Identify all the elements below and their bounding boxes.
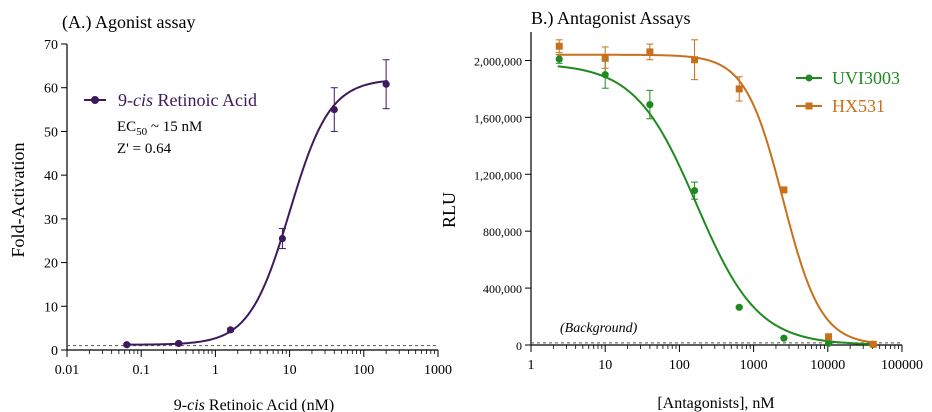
data-point: [382, 80, 390, 88]
y-tick-label: 20: [44, 257, 58, 272]
y-tick-label: 0: [51, 344, 58, 359]
y-tick-label: 50: [44, 125, 58, 140]
y-tick-label: 800,000: [483, 225, 522, 239]
panel-b-legend: UVI3003 HX531: [796, 68, 900, 116]
legend-label-agonist: 9-cis Retinoic Acid: [118, 90, 257, 110]
y-tick-label: 1,200,000: [474, 168, 522, 182]
data-point: [601, 54, 609, 62]
data-point: [175, 339, 183, 348]
x-tick-label: 0.01: [55, 363, 80, 378]
y-tick-label: 400,000: [483, 282, 522, 296]
x-tick-label: 1000: [424, 363, 452, 378]
fit-curve-1: [557, 53, 875, 344]
x-tick-label: 1: [528, 358, 535, 373]
y-tick-label: 30: [44, 213, 58, 228]
data-point: [646, 48, 654, 56]
panel-a-legend: 9-cis Retinoic Acid EC50 ~ 15 nM Z' = 0.…: [84, 90, 257, 157]
data-point: [780, 334, 788, 342]
panel-a-title: (A.) Agonist assay: [62, 12, 196, 33]
x-tick-label: 100: [353, 363, 374, 378]
y-tick-label: 2,000,000: [474, 54, 522, 68]
y-tick-label: 60: [44, 82, 58, 97]
fit-curve-0: [125, 80, 388, 346]
data-point: [735, 85, 743, 93]
panel-b-xlabel: [Antagonists], nM: [657, 395, 774, 412]
data-point: [780, 186, 788, 194]
data-point: [555, 42, 563, 50]
x-tick-label: 10000: [810, 358, 845, 373]
legend-label-uvi3003: UVI3003: [832, 68, 900, 88]
y-tick-label: 0: [516, 339, 522, 353]
x-tick-label: 1: [212, 363, 219, 378]
background-label: (Background): [560, 321, 638, 336]
data-point: [869, 340, 877, 348]
panel-b-plot: [531, 39, 902, 348]
y-tick-label: 1,600,000: [474, 111, 522, 125]
data-point: [555, 55, 563, 63]
data-point: [824, 339, 833, 347]
panel-a-agonist: (A.) Agonist assay Fold-Activation 9-cis…: [8, 12, 452, 412]
panel-b-ylabel: RLU: [439, 192, 459, 228]
x-tick-label: 1000: [740, 358, 768, 373]
data-point: [278, 234, 287, 243]
data-point: [646, 100, 654, 109]
data-point: [691, 56, 699, 64]
x-tick-label: 0.1: [132, 363, 150, 378]
x-tick-label: 100000: [881, 358, 923, 373]
ec50-annotation: EC50 ~ 15 nM: [117, 119, 202, 138]
data-point: [123, 341, 131, 349]
legend-marker-uvi3003: [805, 74, 813, 82]
legend-marker-hx531: [805, 102, 813, 110]
panel-b-title: B.) Antagonist Assays: [531, 8, 691, 29]
panel-a-plot: [67, 59, 438, 349]
x-tick-label: 100: [669, 358, 690, 373]
panel-a-ylabel: Fold-Activation: [8, 143, 28, 258]
data-point: [601, 71, 609, 79]
y-tick-label: 10: [44, 300, 58, 315]
panel-a-xlabel: 9-cis Retinoic Acid (nM): [174, 397, 334, 412]
panel-a-axes: 0 10 20 30 40 50 60 70 0.01 0.1 1 10 100 1000: [44, 38, 452, 378]
data-point: [735, 303, 743, 311]
data-point: [226, 326, 235, 334]
data-point: [825, 333, 833, 341]
data-point: [690, 187, 699, 195]
y-tick-label: 40: [44, 169, 58, 184]
fit-curve-0: [557, 65, 875, 346]
data-point: [330, 105, 338, 114]
y-tick-label: 70: [44, 38, 58, 53]
legend-marker-agonist: [91, 96, 99, 104]
zprime-annotation: Z' = 0.64: [117, 141, 172, 157]
x-tick-label: 10: [283, 363, 297, 378]
panel-b-antagonist: B.) Antagonist Assays RLU [Antagonists],…: [439, 8, 923, 412]
legend-label-hx531: HX531: [832, 96, 885, 116]
panel-b-axes: 0 400,000 800,000 1,200,000 1,600,000 2,000,0…: [474, 32, 923, 373]
x-tick-label: 10: [598, 358, 612, 373]
